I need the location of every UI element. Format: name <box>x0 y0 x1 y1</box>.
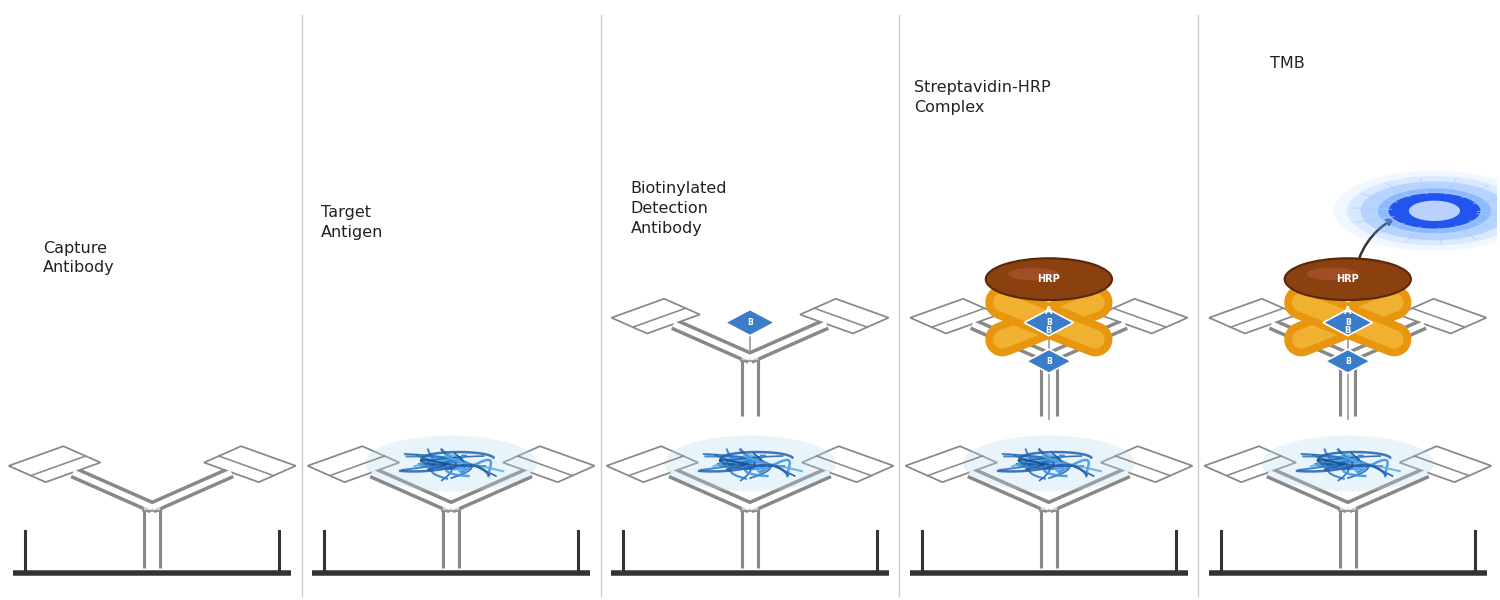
Text: Target
Antigen: Target Antigen <box>321 205 384 239</box>
Polygon shape <box>1323 310 1372 335</box>
Polygon shape <box>503 446 594 482</box>
Bar <box>1340 354 1356 361</box>
Polygon shape <box>802 446 894 482</box>
Bar <box>142 503 162 511</box>
Text: TMB: TMB <box>1270 56 1305 71</box>
Text: B: B <box>1046 357 1052 366</box>
Polygon shape <box>1204 446 1296 482</box>
Bar <box>1040 354 1058 361</box>
Bar <box>741 354 759 361</box>
Ellipse shape <box>986 258 1112 300</box>
Ellipse shape <box>1306 268 1358 280</box>
Bar <box>442 503 460 511</box>
Polygon shape <box>1101 446 1192 482</box>
Text: HRP: HRP <box>1336 274 1359 284</box>
Polygon shape <box>1209 299 1298 334</box>
Text: Biotinylated
Detection
Antibody: Biotinylated Detection Antibody <box>630 181 728 236</box>
Polygon shape <box>9 446 101 482</box>
Ellipse shape <box>1284 258 1412 300</box>
Text: B: B <box>1346 318 1350 327</box>
Ellipse shape <box>1347 176 1500 245</box>
Polygon shape <box>1326 349 1370 373</box>
Ellipse shape <box>1378 188 1491 233</box>
Polygon shape <box>606 446 698 482</box>
Polygon shape <box>800 299 888 334</box>
Bar <box>741 503 759 511</box>
Text: Streptavidin-HRP
Complex: Streptavidin-HRP Complex <box>915 80 1052 115</box>
Polygon shape <box>1398 299 1486 334</box>
Ellipse shape <box>664 436 836 491</box>
Polygon shape <box>1400 446 1491 482</box>
Polygon shape <box>1100 299 1188 334</box>
Polygon shape <box>1024 310 1074 335</box>
Polygon shape <box>1026 349 1071 373</box>
Ellipse shape <box>1262 436 1434 491</box>
Polygon shape <box>612 299 701 334</box>
Bar <box>1036 316 1060 326</box>
Ellipse shape <box>1334 171 1500 251</box>
Text: A: A <box>1344 307 1352 316</box>
Text: B: B <box>1344 326 1352 335</box>
Text: B: B <box>1046 326 1052 335</box>
Text: B: B <box>1346 357 1350 366</box>
Ellipse shape <box>1360 181 1500 240</box>
Ellipse shape <box>1388 192 1482 230</box>
Polygon shape <box>906 446 998 482</box>
Ellipse shape <box>364 436 537 491</box>
Text: HRP: HRP <box>1038 274 1060 284</box>
Text: B: B <box>1046 318 1052 327</box>
Polygon shape <box>910 299 999 334</box>
Text: A: A <box>1046 307 1053 316</box>
Bar <box>1338 503 1358 511</box>
Text: B: B <box>747 318 753 327</box>
Text: Capture
Antibody: Capture Antibody <box>44 241 116 275</box>
Polygon shape <box>204 446 296 482</box>
Bar <box>1336 316 1359 326</box>
Polygon shape <box>308 446 399 482</box>
Ellipse shape <box>963 436 1136 491</box>
Ellipse shape <box>1008 268 1059 280</box>
Ellipse shape <box>1408 200 1460 221</box>
Polygon shape <box>726 310 774 335</box>
Bar <box>1040 503 1058 511</box>
